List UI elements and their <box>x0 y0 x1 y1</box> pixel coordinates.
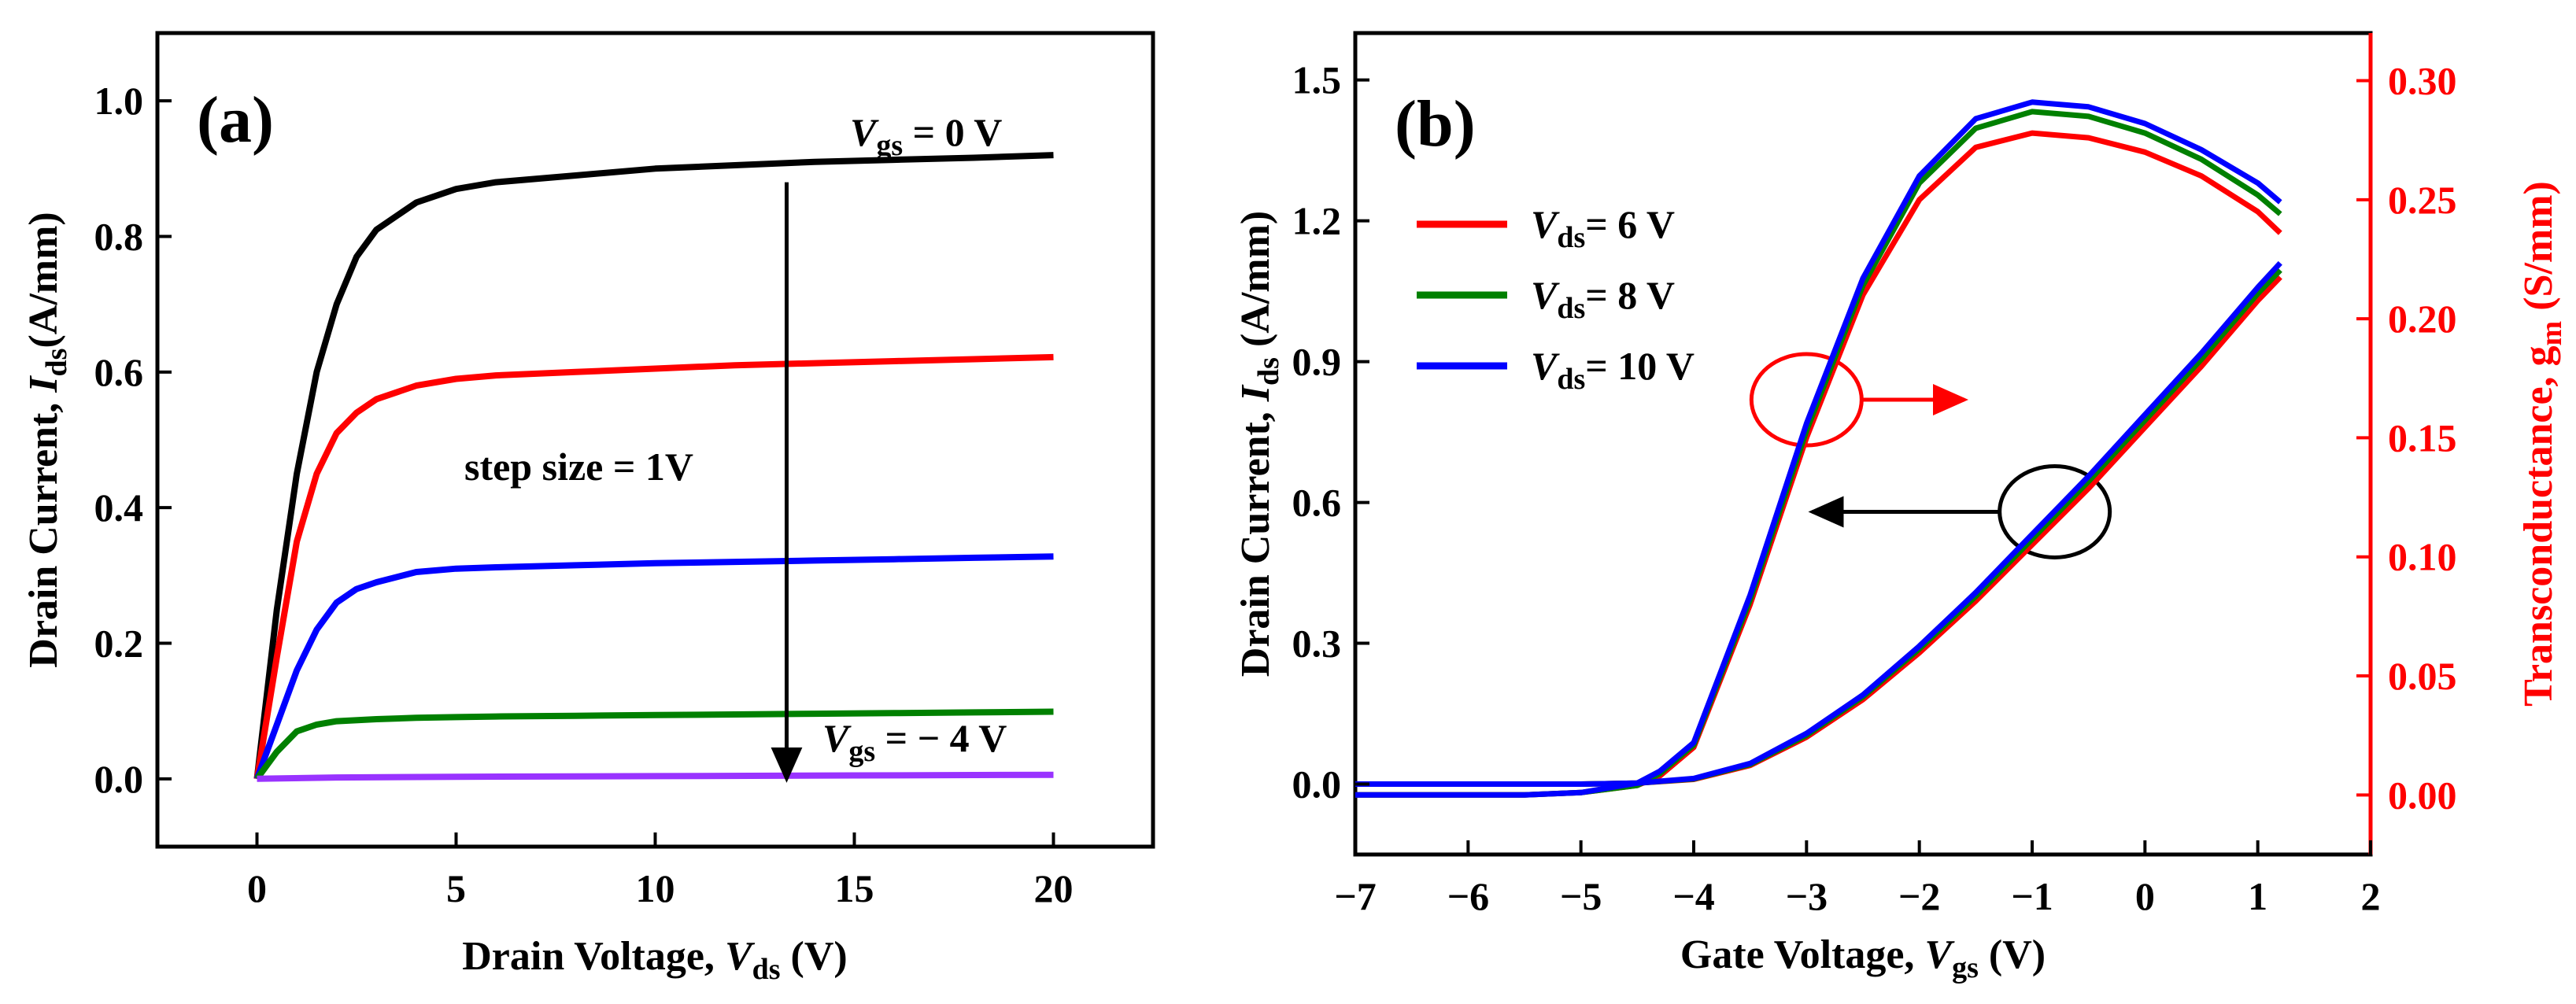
panel-a-series-group <box>253 152 1054 782</box>
panel-b-ids-line-2 <box>1355 260 2282 787</box>
panel-b-y2-tick-label: 0.25 <box>2388 178 2457 222</box>
panel-a-series-line-2 <box>253 553 1054 781</box>
panel-b-y-tick-label: 0.9 <box>1292 340 1342 384</box>
panel-b-y-tick-label: 0.3 <box>1292 622 1342 666</box>
panel-b-y2-ticks: 0.00 0.05 0.10 0.15 0.20 0.25 0.30 <box>2356 59 2457 817</box>
panel-b-y-tick-label: 1.5 <box>1292 58 1342 102</box>
panel-b-x-tick-label: 2 <box>2361 874 2381 918</box>
panel-a-chart: 0 5 10 15 20 0.0 0.2 0.4 0.6 0.8 1.0 (a) Drain Vo… <box>21 31 1155 986</box>
panel-b-y2-tick-label: 0.00 <box>2388 773 2457 817</box>
panel-b-ids-line-1 <box>1355 268 2282 787</box>
panel-a-series-line-3 <box>254 708 1054 781</box>
panel-a-y-ticks: 0.0 0.2 0.4 0.6 0.8 1.0 <box>94 79 172 801</box>
panel-b-plot-frame <box>1353 31 2373 857</box>
panel-b-y2-tick-label: 0.05 <box>2388 654 2457 698</box>
panel-b-legend-label-0: Vds= 6 V <box>1531 202 1675 254</box>
panel-b-legend-label-1: Vds= 8 V <box>1531 273 1675 325</box>
panel-a-annotation-vgs-top: Vgs = 0 V <box>850 110 1002 162</box>
panel-b-x-tick-label: 0 <box>2135 874 2155 918</box>
panel-b-label: (b) <box>1395 87 1476 161</box>
panel-b-y-ticks: 0.0 0.3 0.6 0.9 1.2 1.5 <box>1292 58 1369 807</box>
panel-b-x-axis-title: Gate Voltage, Vgs (V) <box>1680 932 2046 984</box>
panel-a-series-line-4 <box>257 771 1054 782</box>
panel-a-x-axis-title: Drain Voltage, Vds (V) <box>462 934 847 986</box>
panel-b-gm-line-1 <box>1355 109 2282 798</box>
panel-b-x-tick-label: −3 <box>1786 874 1828 918</box>
panel-b-annotation-ellipses <box>1749 352 2112 560</box>
panel-b-y2-axis-title: Transconductance, gm (S/mm) <box>2516 181 2568 707</box>
panel-b-gm-line-0 <box>1355 130 2282 798</box>
panel-a-x-tick-label: 5 <box>446 866 466 910</box>
panel-b-legend-label-2: Vds= 10 V <box>1531 344 1695 396</box>
panel-b-x-tick-label: −1 <box>2011 874 2053 918</box>
panel-a-series-line-1 <box>253 353 1054 780</box>
panel-b-y2-tick-label: 0.30 <box>2388 59 2457 103</box>
panel-a-annotation-step-size: step size = 1V <box>464 445 693 489</box>
panel-b-y-tick-label: 0.6 <box>1292 481 1342 525</box>
panel-b-y2-tick-label: 0.15 <box>2388 415 2457 460</box>
panel-b-x-tick-label: 1 <box>2248 874 2267 918</box>
panel-b-legend: Vds= 6 V Vds= 8 V Vds= 10 V <box>1417 202 1695 396</box>
panel-a-annotation-vgs-bottom: Vgs = − 4 V <box>822 716 1007 768</box>
panel-b-chart: −7 −6 −5 −4 −3 −2 −1 0 1 2 0.0 0.3 0.6 0.9 1.2 1.5 0.0… <box>1233 31 2568 984</box>
panel-a-series-line-0 <box>253 152 1054 780</box>
panel-b-x-ticks: −7 −6 −5 −4 −3 −2 −1 0 1 2 <box>1334 840 2381 918</box>
panel-a-label: (a) <box>197 83 274 157</box>
panel-b-x-tick-label: −2 <box>1898 874 1941 918</box>
panel-a-x-tick-label: 0 <box>247 866 267 910</box>
panel-b-gm-line-2 <box>1355 99 2282 798</box>
panel-a-y-axis-title: Drain Current, Ids(A/mm) <box>21 212 73 667</box>
panel-a-y-tick-label: 0.2 <box>94 622 144 666</box>
panel-a-y-tick-label: 0.6 <box>94 350 144 394</box>
panel-b-y-axis-title: Drain Current, Ids (A/mm) <box>1233 211 1285 677</box>
panel-b-x-tick-label: −7 <box>1334 874 1377 918</box>
panel-b-y-tick-label: 1.2 <box>1292 199 1342 243</box>
panel-a-x-ticks: 0 5 10 15 20 <box>247 832 1074 910</box>
panel-b-x-tick-label: −6 <box>1447 874 1490 918</box>
panel-a-x-tick-label: 15 <box>835 866 874 910</box>
panel-a-x-tick-label: 20 <box>1034 866 1074 910</box>
panel-a-y-tick-label: 0.8 <box>94 215 144 259</box>
panel-a-x-tick-label: 10 <box>636 866 675 910</box>
panel-b-x-tick-label: −5 <box>1560 874 1602 918</box>
panel-b-series-group <box>1355 99 2282 798</box>
panel-b-y2-tick-label: 0.10 <box>2388 535 2457 579</box>
panel-a-y-tick-label: 0.0 <box>94 757 144 801</box>
panel-a-y-tick-label: 1.0 <box>94 79 144 123</box>
panel-b-y2-tick-label: 0.20 <box>2388 297 2457 341</box>
panel-b-x-tick-label: −4 <box>1672 874 1715 918</box>
panel-b-y-tick-label: 0.0 <box>1292 762 1342 807</box>
panel-a-y-tick-label: 0.4 <box>94 485 144 530</box>
